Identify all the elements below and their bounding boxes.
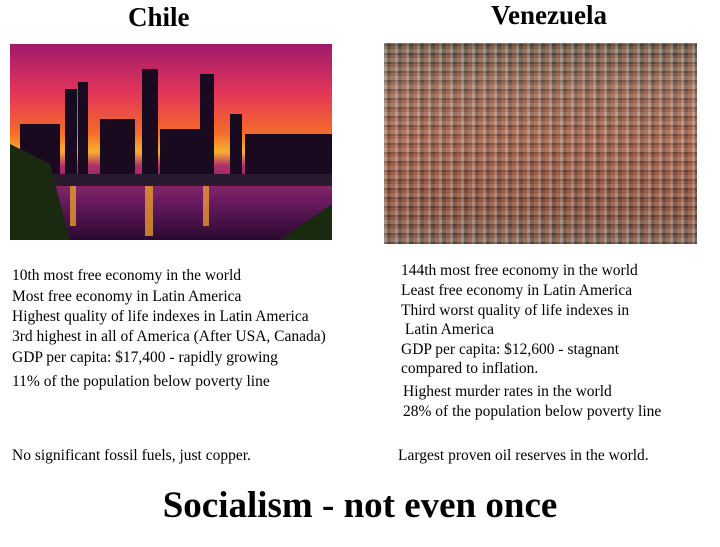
chile-fact: 3rd highest in all of America (After USA…: [12, 328, 326, 345]
skyline-silhouette: [10, 69, 332, 240]
venezuela-fact: Latin America: [401, 321, 494, 338]
chile-title: Chile: [128, 2, 190, 32]
venezuela-fact: GDP per capita: $12,600 - stagnant: [401, 341, 620, 358]
venezuela-fact: 28% of the population below poverty line: [403, 403, 662, 420]
venezuela-fact: Least free economy in Latin America: [401, 282, 633, 299]
chile-fact: 11% of the population below poverty line: [12, 373, 270, 390]
venezuela-fact: compared to inflation.: [401, 360, 539, 377]
chile-resources: No significant fossil fuels, just copper…: [12, 447, 251, 464]
chile-city-skyline-photo: [10, 44, 332, 240]
chile-fact: Highest quality of life indexes in Latin…: [12, 308, 309, 325]
slogan: Socialism - not even once: [162, 485, 558, 526]
venezuela-resources: Largest proven oil reserves in the world…: [398, 447, 649, 464]
venezuela-slum-photo: [384, 43, 697, 244]
venezuela-fact: Third worst quality of life indexes in: [401, 302, 630, 319]
chile-fact: GDP per capita: $17,400 - rapidly growin…: [12, 349, 278, 366]
venezuela-fact: 144th most free economy in the world: [401, 262, 638, 279]
chile-fact: Most free economy in Latin America: [12, 288, 242, 305]
venezuela-fact: Highest murder rates in the world: [403, 383, 612, 400]
venezuela-title: Venezuela: [491, 0, 607, 30]
chile-fact: 10th most free economy in the world: [12, 267, 242, 284]
